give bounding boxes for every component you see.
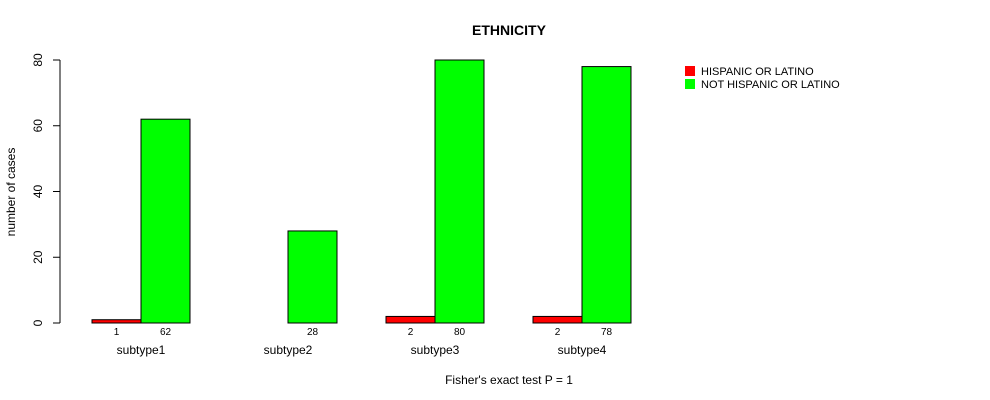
bars-group	[91, 59, 632, 324]
bar-not-hispanic-subtype3	[434, 59, 485, 324]
bar-hispanic-subtype4	[532, 315, 583, 324]
bar-not-hispanic-subtype1	[140, 118, 191, 324]
legend-label-not-hispanic: NOT HISPANIC OR LATINO	[701, 79, 840, 91]
chart-title: ETHNICITY	[472, 22, 547, 38]
bar-hispanic-subtype1	[91, 319, 142, 324]
y-axis-label: number of cases	[4, 148, 18, 237]
bar-value-label: 80	[454, 327, 466, 338]
legend-label-hispanic: HISPANIC OR LATINO	[701, 66, 814, 78]
category-label-subtype2: subtype2	[264, 343, 313, 357]
y-tick-label: 80	[31, 53, 45, 67]
category-label-subtype1: subtype1	[117, 343, 166, 357]
category-label-subtype3: subtype3	[411, 343, 460, 357]
bar-value-label: 78	[601, 327, 613, 338]
y-tick-label: 20	[31, 250, 45, 264]
x-axis-label: Fisher's exact test P = 1	[445, 373, 573, 387]
bar-value-label: 2	[408, 327, 414, 338]
bar-value-label: 62	[160, 327, 172, 338]
bar-not-hispanic-subtype2	[287, 230, 338, 324]
category-labels-group: subtype1 subtype2 subtype3 subtype4	[117, 343, 607, 357]
bar-value-label: 1	[114, 327, 120, 338]
bar-hispanic-subtype3	[385, 315, 436, 324]
category-label-subtype4: subtype4	[558, 343, 607, 357]
legend-swatch-not-hispanic	[685, 79, 695, 89]
bar-value-label: 2	[555, 327, 561, 338]
y-tick-label: 60	[31, 119, 45, 133]
legend-swatch-hispanic	[685, 66, 695, 76]
bar-not-hispanic-subtype4	[581, 66, 632, 324]
y-tick-label: 40	[31, 185, 45, 199]
y-tick-label: 0	[31, 319, 45, 326]
bar-value-label: 28	[307, 327, 319, 338]
y-axis: 0 20 40 60 80	[31, 53, 61, 326]
data-labels-group: 1 62 28 2 80 2 78	[114, 327, 613, 338]
